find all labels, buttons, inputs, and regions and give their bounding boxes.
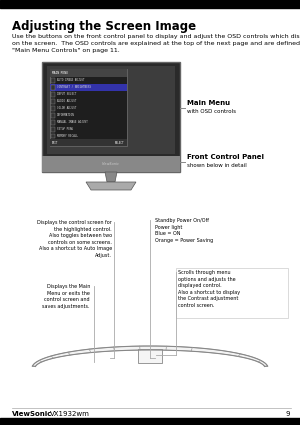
Text: SETUP MENU: SETUP MENU (57, 127, 73, 131)
Bar (51, 119, 55, 125)
Text: Scrolls through menu
options and adjusts the
displayed control.
Also a shortcut : Scrolls through menu options and adjusts… (178, 270, 240, 308)
Text: Displays the control screen for
the highlighted control.
Also toggles between tw: Displays the control screen for the high… (37, 220, 112, 258)
Text: Displays the Main
Menu or exits the
control screen and
saves adjustments.: Displays the Main Menu or exits the cont… (43, 284, 90, 309)
Bar (0, 418, 300, 425)
Text: shown below in detail: shown below in detail (187, 163, 247, 168)
Text: ViewSonic: ViewSonic (12, 411, 52, 417)
Text: ViewSonic: ViewSonic (102, 162, 120, 166)
Polygon shape (86, 182, 136, 190)
Text: CONTRAST / BRIGHTNESS: CONTRAST / BRIGHTNESS (57, 85, 91, 89)
Bar (51, 92, 55, 97)
Bar (0, 0, 300, 8)
Bar (50, 139, 127, 147)
Bar (176, 268, 288, 318)
Bar (51, 78, 55, 83)
Text: INFORMATION: INFORMATION (57, 113, 75, 117)
Text: INPUT SELECT: INPUT SELECT (57, 92, 76, 96)
Bar (42, 156, 180, 172)
Polygon shape (105, 172, 117, 182)
Text: with OSD controls: with OSD controls (187, 109, 236, 114)
Text: Standby Power On/Off
Power light
Blue = ON
Orange = Power Saving: Standby Power On/Off Power light Blue = … (155, 218, 213, 243)
Bar (50, 84, 127, 91)
Text: AUDIO ADJUST: AUDIO ADJUST (57, 99, 76, 103)
Text: AUTO IMAGE ADJUST: AUTO IMAGE ADJUST (57, 79, 85, 82)
Bar (50, 69, 127, 147)
Bar (47, 66, 175, 154)
Text: Front Control Panel: Front Control Panel (187, 154, 264, 160)
Text: VX1932wm: VX1932wm (50, 411, 90, 417)
Bar (42, 62, 180, 172)
Bar (50, 69, 127, 77)
Bar (51, 127, 55, 131)
Polygon shape (32, 346, 268, 366)
Bar (51, 106, 55, 110)
Bar (51, 99, 55, 104)
Bar (138, 349, 162, 363)
Text: Use the buttons on the front control panel to display and adjust the OSD control: Use the buttons on the front control pan… (12, 34, 300, 53)
Text: MAIN MENU: MAIN MENU (52, 71, 68, 75)
Text: SELECT: SELECT (115, 141, 125, 145)
Text: 9: 9 (286, 411, 290, 417)
Bar (51, 113, 55, 118)
Text: EXIT: EXIT (52, 141, 59, 145)
Text: MEMORY RECALL: MEMORY RECALL (57, 134, 78, 138)
Text: MANUAL IMAGE ADJUST: MANUAL IMAGE ADJUST (57, 120, 88, 124)
Text: Adjusting the Screen Image: Adjusting the Screen Image (12, 20, 196, 33)
Text: Main Menu: Main Menu (187, 100, 230, 106)
Bar (51, 133, 55, 139)
Text: COLOR ADJUST: COLOR ADJUST (57, 106, 76, 110)
Bar (51, 85, 55, 90)
